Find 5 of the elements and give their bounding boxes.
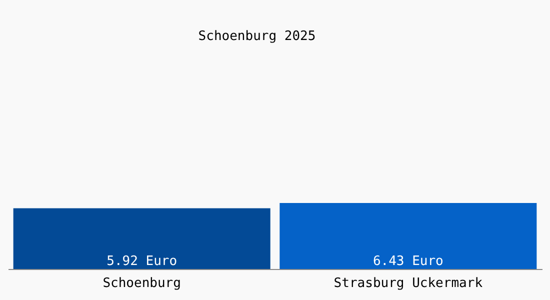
data-label: 6.43 Euro [372, 254, 444, 269]
x-tick-label: Schoenburg [102, 276, 181, 291]
chart-title: Schoenburg 2025 [198, 29, 316, 44]
data-label: 5.92 Euro [106, 254, 178, 269]
x-tick-label: Strasburg Uckermark [334, 276, 483, 291]
